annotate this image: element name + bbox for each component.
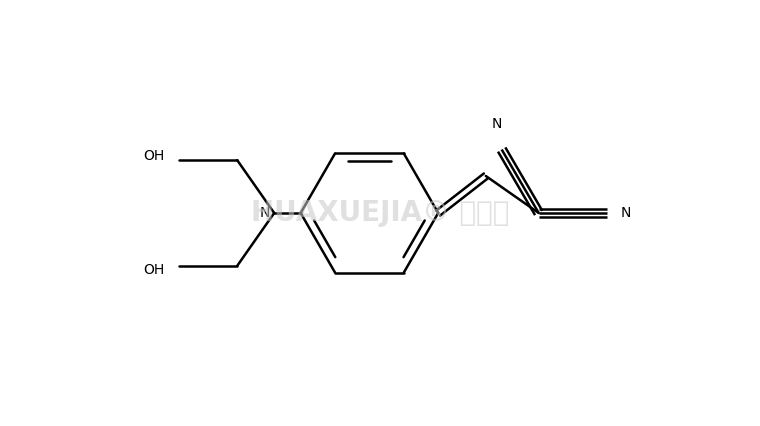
Text: OH: OH [143, 263, 164, 277]
Text: N: N [259, 206, 270, 220]
Text: N: N [621, 206, 631, 220]
Text: OH: OH [143, 149, 164, 163]
Text: N: N [491, 117, 502, 131]
Text: HUAXUEJIA® 化学加: HUAXUEJIA® 化学加 [251, 199, 509, 227]
